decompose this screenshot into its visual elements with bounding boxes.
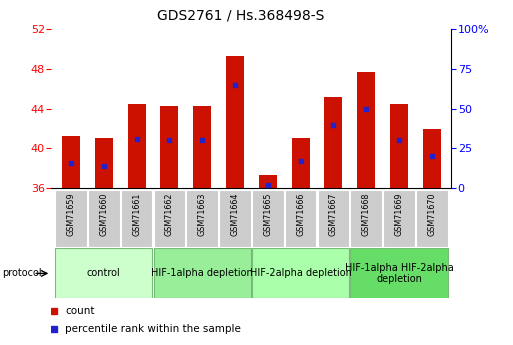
Bar [350,190,382,247]
Text: protocol: protocol [3,268,42,278]
Text: GSM71664: GSM71664 [230,193,240,236]
Bar [121,190,152,247]
Bar [252,248,349,298]
Text: HIF-1alpha HIF-2alpha
depletion: HIF-1alpha HIF-2alpha depletion [345,263,453,284]
Bar [390,104,408,188]
Text: HIF-2alpha depletion: HIF-2alpha depletion [250,268,351,278]
Text: GSM71659: GSM71659 [67,193,75,236]
Text: GSM71666: GSM71666 [296,193,305,236]
Text: GSM71667: GSM71667 [329,193,338,236]
Text: GSM71670: GSM71670 [427,193,436,236]
Bar [88,190,120,247]
Text: GSM71663: GSM71663 [198,193,207,236]
Bar [62,136,80,188]
Bar [357,72,375,188]
Bar [252,190,284,247]
Bar [318,190,349,247]
Bar [219,190,251,247]
Text: GSM71660: GSM71660 [100,193,108,236]
Text: GSM71668: GSM71668 [362,193,371,236]
Bar [193,106,211,188]
Bar [383,190,415,247]
Text: count: count [65,306,95,316]
Text: HIF-1alpha depletion: HIF-1alpha depletion [151,268,253,278]
Text: GSM71665: GSM71665 [263,193,272,236]
Bar [423,128,441,188]
Text: GSM71661: GSM71661 [132,193,141,236]
Text: GSM71669: GSM71669 [394,193,403,236]
Bar [153,190,185,247]
Bar [226,56,244,188]
Bar [285,190,317,247]
Bar [95,138,113,188]
Bar [161,106,179,188]
Text: GDS2761 / Hs.368498-S: GDS2761 / Hs.368498-S [157,9,325,23]
Text: percentile rank within the sample: percentile rank within the sample [65,324,241,334]
Bar [324,97,342,188]
Bar [55,190,87,247]
Bar [186,190,218,247]
Bar [350,248,447,298]
Bar [259,175,277,188]
Bar [416,190,447,247]
Text: control: control [87,268,121,278]
Bar [55,248,152,298]
Bar [153,248,251,298]
Text: GSM71662: GSM71662 [165,193,174,236]
Bar [128,104,146,188]
Bar [291,138,309,188]
